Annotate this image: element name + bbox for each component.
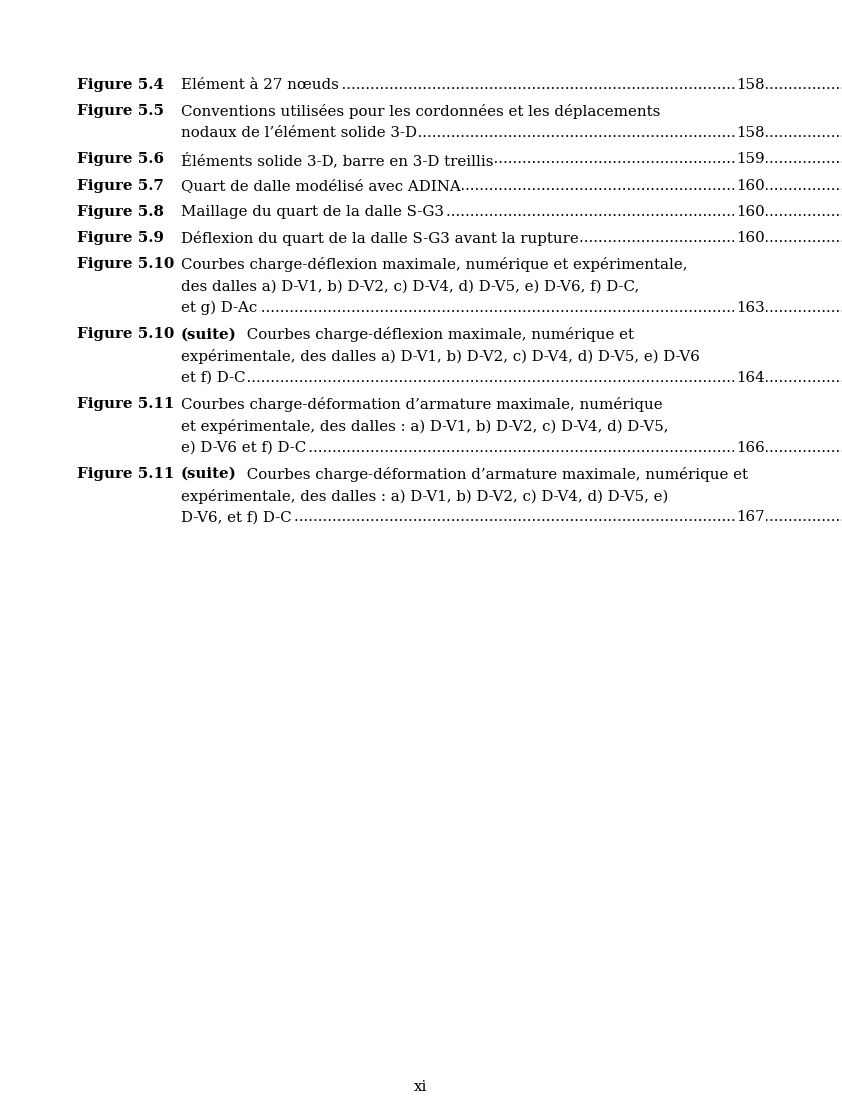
Text: et expérimentale, des dalles : a) D-V1, b) D-V2, c) D-V4, d) D-V5,: et expérimentale, des dalles : a) D-V1, … (181, 419, 669, 433)
Text: ................................................................................: ........................................… (181, 78, 842, 93)
Text: Figure 5.9: Figure 5.9 (77, 231, 164, 246)
Text: 160: 160 (736, 179, 765, 193)
Text: xi: xi (414, 1080, 428, 1095)
Text: nodaux de l’élément solide 3-D: nodaux de l’élément solide 3-D (181, 126, 417, 141)
Text: ................................................................................: ........................................… (181, 510, 842, 525)
Text: ................................................................................: ........................................… (181, 152, 842, 166)
Text: Figure 5.6: Figure 5.6 (77, 152, 164, 166)
Text: Figure 5.10: Figure 5.10 (77, 327, 175, 342)
Text: 158: 158 (736, 126, 765, 141)
Text: Quart de dalle modélisé avec ADINA: Quart de dalle modélisé avec ADINA (181, 179, 461, 193)
Text: Éléments solide 3-D, barre en 3-D treillis: Éléments solide 3-D, barre en 3-D treill… (181, 152, 493, 169)
Text: 167: 167 (736, 510, 765, 525)
Text: Figure 5.10: Figure 5.10 (77, 257, 175, 271)
Text: expérimentale, des dalles : a) D-V1, b) D-V2, c) D-V4, d) D-V5, e): expérimentale, des dalles : a) D-V1, b) … (181, 488, 669, 504)
Text: 166: 166 (736, 440, 765, 455)
Text: D-V6, et f) D-C: D-V6, et f) D-C (181, 510, 291, 525)
Text: 160: 160 (736, 231, 765, 246)
Text: Figure 5.7: Figure 5.7 (77, 179, 164, 193)
Text: (suite): (suite) (181, 327, 237, 342)
Text: 164: 164 (736, 371, 765, 385)
Text: ................................................................................: ........................................… (181, 300, 842, 315)
Text: 160: 160 (736, 204, 765, 219)
Text: et g) D-Ac: et g) D-Ac (181, 300, 258, 315)
Text: ................................................................................: ........................................… (181, 179, 842, 193)
Text: ................................................................................: ........................................… (181, 231, 842, 246)
Text: e) D-V6 et f) D-C: e) D-V6 et f) D-C (181, 440, 306, 455)
Text: 163: 163 (736, 300, 765, 315)
Text: ................................................................................: ........................................… (181, 204, 842, 219)
Text: (suite): (suite) (181, 467, 237, 481)
Text: Déflexion du quart de la dalle S-G3 avant la rupture: Déflexion du quart de la dalle S-G3 avan… (181, 231, 578, 246)
Text: Figure 5.11: Figure 5.11 (77, 467, 174, 481)
Text: et f) D-C: et f) D-C (181, 371, 246, 385)
Text: des dalles a) D-V1, b) D-V2, c) D-V4, d) D-V5, e) D-V6, f) D-C,: des dalles a) D-V1, b) D-V2, c) D-V4, d)… (181, 279, 639, 294)
Text: Figure 5.4: Figure 5.4 (77, 78, 164, 93)
Text: Elément à 27 nœuds: Elément à 27 nœuds (181, 78, 338, 93)
Text: Figure 5.11: Figure 5.11 (77, 397, 174, 411)
Text: Figure 5.8: Figure 5.8 (77, 204, 164, 219)
Text: 159: 159 (736, 152, 765, 166)
Text: Conventions utilisées pour les cordonnées et les déplacements: Conventions utilisées pour les cordonnée… (181, 104, 660, 120)
Text: Maillage du quart de la dalle S-G3: Maillage du quart de la dalle S-G3 (181, 204, 444, 219)
Text: Courbes charge-déflexion maximale, numérique et: Courbes charge-déflexion maximale, numér… (242, 327, 634, 342)
Text: ................................................................................: ........................................… (181, 440, 842, 455)
Text: 158: 158 (736, 78, 765, 93)
Text: Courbes charge-déformation d’armature maximale, numérique et: Courbes charge-déformation d’armature ma… (242, 467, 748, 481)
Text: ................................................................................: ........................................… (181, 371, 842, 385)
Text: Figure 5.5: Figure 5.5 (77, 104, 164, 118)
Text: Courbes charge-déformation d’armature maximale, numérique: Courbes charge-déformation d’armature ma… (181, 397, 663, 412)
Text: expérimentale, des dalles a) D-V1, b) D-V2, c) D-V4, d) D-V5, e) D-V6: expérimentale, des dalles a) D-V1, b) D-… (181, 349, 700, 364)
Text: ................................................................................: ........................................… (181, 126, 842, 141)
Text: Courbes charge-déflexion maximale, numérique et expérimentale,: Courbes charge-déflexion maximale, numér… (181, 257, 688, 273)
